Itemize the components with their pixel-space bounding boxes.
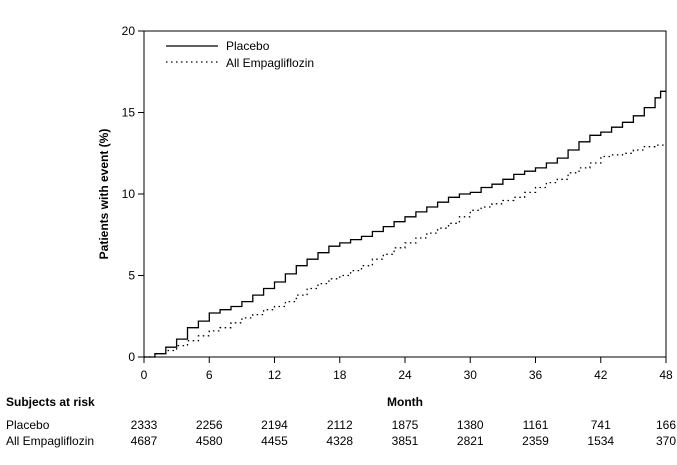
y-tick-label: 0 (128, 350, 135, 364)
x-tick-label: 36 (529, 368, 543, 382)
x-tick-label: 24 (398, 368, 412, 382)
risk-value-cell: 2112 (327, 418, 353, 432)
x-tick-label: 30 (464, 368, 478, 382)
risk-value-cell: 1534 (587, 434, 614, 448)
risk-value-cell: 1161 (523, 418, 549, 432)
x-tick-label: 12 (268, 368, 282, 382)
risk-value-cell: 370 (656, 434, 676, 448)
legend-label-placebo: Placebo (226, 39, 270, 53)
legend: Placebo All Empagliflozin (166, 39, 314, 70)
legend-label-empagliflozin: All Empagliflozin (226, 56, 314, 70)
risk-value-cell: 2333 (131, 418, 158, 432)
risk-value-cell: 3851 (392, 434, 419, 448)
risk-value-cell: 1875 (392, 418, 419, 432)
y-axis-title: Patients with event (%) (97, 129, 111, 260)
x-axis: 0 6 12 18 24 30 36 42 48 (141, 357, 673, 382)
y-axis: 0 5 10 15 20 (122, 24, 144, 364)
x-tick-label: 42 (594, 368, 608, 382)
plot-frame (143, 30, 667, 358)
risk-value-cell: 2256 (196, 418, 223, 432)
series-line-empagliflozin (144, 144, 666, 358)
x-tick-label: 18 (333, 368, 347, 382)
risk-value-cell: 2194 (261, 418, 288, 432)
risk-value-cell: 4687 (131, 434, 158, 448)
risk-value-cell: 741 (591, 418, 611, 432)
risk-value-cell: 166 (656, 418, 676, 432)
risk-table: Subjects at risk Placebo All Empaglifloz… (6, 395, 676, 448)
series-group (144, 90, 666, 358)
y-tick-label: 5 (128, 269, 135, 283)
risk-values: 2333 2256 2194 2112 1875 1380 1161 741 166 4687 45… (131, 418, 677, 448)
risk-value-cell: 2821 (457, 434, 484, 448)
risk-row-label-empagliflozin: All Empagliflozin (6, 434, 94, 448)
x-tick-label: 48 (659, 368, 673, 382)
x-axis-title: Month (387, 395, 423, 409)
risk-value-cell: 4455 (261, 434, 288, 448)
y-tick-label: 20 (122, 24, 136, 38)
risk-value-cell: 4328 (326, 434, 353, 448)
y-tick-label: 10 (122, 187, 136, 201)
risk-value-cell: 4580 (196, 434, 223, 448)
y-tick-label: 15 (122, 106, 136, 120)
risk-value-cell: 1380 (457, 418, 484, 432)
risk-table-header: Subjects at risk (6, 395, 95, 409)
x-tick-label: 6 (206, 368, 213, 382)
x-tick-label: 0 (141, 368, 148, 382)
plot-frame-group (143, 30, 667, 358)
risk-row-label-placebo: Placebo (6, 418, 50, 432)
risk-value-cell: 2359 (522, 434, 549, 448)
series-line-placebo (144, 90, 666, 358)
